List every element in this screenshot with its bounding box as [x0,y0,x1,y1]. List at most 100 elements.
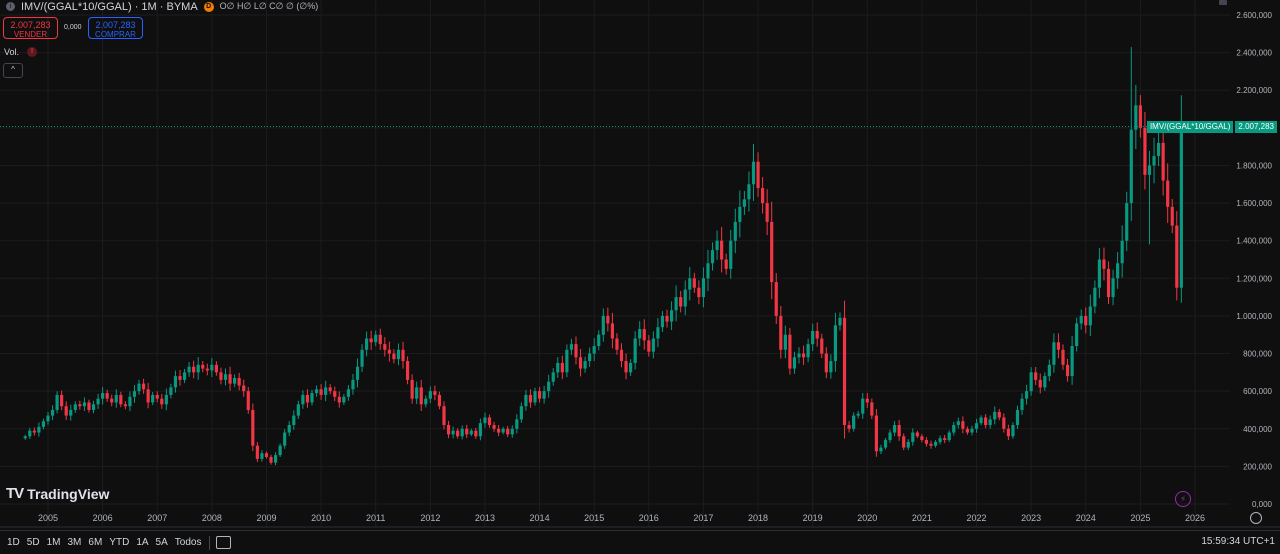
candle [110,394,114,407]
timeframe-5a[interactable]: 5A [155,537,168,548]
candle-body [1006,428,1010,437]
timeframe-ytd[interactable]: YTD [109,537,130,548]
x-tick-label: 2025 [1130,513,1150,523]
candle-body [779,315,783,350]
timeframe-5d[interactable]: 5D [26,537,40,548]
candle-body [1156,142,1161,157]
candle-body [783,334,787,350]
candle-body [574,344,578,358]
x-tick-label: 2017 [693,513,713,523]
tradingview-logo-icon: TV [6,485,24,502]
buy-button[interactable]: 2.007,283 COMPRAR [88,17,143,39]
scroll-handle-icon[interactable] [1219,0,1227,5]
candle [1070,335,1074,385]
candle-body [46,415,50,422]
timeframe-3m[interactable]: 3M [67,537,82,548]
timeframe-1a[interactable]: 1A [136,537,149,548]
candle-body [383,344,387,350]
lightning-icon[interactable]: ⚡ [1175,491,1191,507]
candle [647,335,651,357]
candle-body [110,398,114,403]
candle-body [23,436,27,439]
candle-body [961,421,965,429]
candle [28,427,32,439]
candle-body [665,315,669,322]
candle-body [674,297,678,311]
candle [847,421,851,433]
timeframe-1d[interactable]: 1D [7,537,20,548]
candle-body [497,428,501,433]
candle [192,360,196,379]
warning-icon[interactable]: ! [27,47,38,57]
candle-body [906,441,910,448]
candle-body [1056,342,1061,350]
spread-value: 0,000 [64,24,82,31]
time-axis[interactable]: 2005 2006 2007 2008 2009 2010 2011 2012 2013 2014… [38,513,1205,523]
candle [169,383,173,399]
timeframe-6m[interactable]: 6M [88,537,103,548]
candle-body [324,387,328,395]
candle [114,389,118,408]
candle [1166,163,1170,223]
candle-body [60,394,64,407]
candle-body [965,428,970,433]
delayed-badge[interactable]: D [203,1,214,12]
candle [487,414,492,428]
timeframe-todos[interactable]: Todos [174,537,202,548]
candle-body [178,376,182,380]
candle-body [342,396,346,403]
last-price-tag: IMV/(GGAL*10/GGAL) 2.007,283 [1146,121,1277,133]
candle-body [542,391,546,399]
sell-button[interactable]: 2.007,283 VENDER [3,17,58,39]
candle-body [1061,349,1065,365]
candle [96,393,100,409]
candle [1002,413,1006,433]
candle [633,331,637,370]
x-tick-label: 2008 [202,513,222,523]
candle-body [1097,259,1102,288]
candle-body [123,404,127,407]
candle-body [588,353,592,362]
candle-body [242,385,246,392]
candle-body [1161,142,1165,181]
candle [943,435,947,444]
candle [870,398,874,420]
candle-body [1079,315,1083,324]
candle-body [1143,127,1147,175]
candle [724,253,728,275]
y-tick-label: 2.600,000 [1236,11,1272,20]
symbol-title[interactable]: IMV/(GGAL*10/GGAL) · 1M · BYMA [21,0,198,13]
candle-body [164,394,168,405]
candle [583,356,587,373]
candle-body [874,415,878,452]
candle [50,405,55,421]
volume-label[interactable]: Vol. [4,47,20,57]
candle [588,347,592,367]
candle-body [1088,306,1092,326]
candle [369,330,373,350]
candle-body [679,297,683,307]
candle-body [984,417,988,426]
candle-body [856,413,860,416]
candle-body [146,389,150,403]
candle [433,385,437,401]
candle [32,427,36,436]
tradingview-logo[interactable]: TV TradingView [6,485,109,502]
timeframe-1m[interactable]: 1M [46,537,61,548]
calendar-icon[interactable] [216,536,232,549]
candle-body [105,393,109,399]
settings-icon[interactable] [1250,512,1262,524]
collapse-legend-button[interactable]: ^ [3,63,23,78]
candle-body [583,361,587,369]
price-tag-value: 2.007,283 [1235,121,1277,133]
candle-body [742,199,746,207]
candle [310,389,314,406]
candle-body [756,161,760,189]
candle [242,379,246,397]
price-tag-symbol: IMV/(GGAL*10/GGAL) [1146,121,1234,133]
price-axis[interactable]: 2.600,0002.400,0002.200,0002.000,0001.80… [1236,11,1272,509]
candle [865,393,869,408]
clock-time[interactable]: 15:59:34 UTC+1 [1201,536,1275,547]
info-icon[interactable]: i [6,2,15,11]
